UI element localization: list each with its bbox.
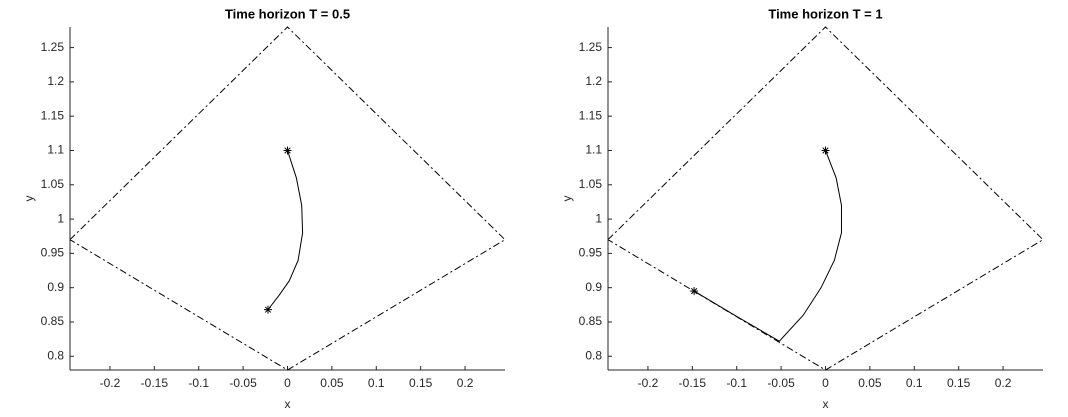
trajectory-line bbox=[693, 150, 842, 342]
y-tick-label: 1.1 bbox=[585, 143, 602, 157]
x-tick-label: -0.15 bbox=[679, 376, 707, 390]
axes: Time horizon T = 0.5 x y -0.2 -0.15 -0.1 -0.05… bbox=[22, 6, 506, 411]
boundary-line bbox=[607, 26, 1044, 371]
y-tick-label: 1.2 bbox=[585, 74, 602, 88]
x-tick-label: -0.05 bbox=[767, 376, 795, 390]
y-tick-label: 0.9 bbox=[585, 280, 602, 294]
marker-stroke bbox=[284, 147, 291, 154]
x-tick-label: 0.2 bbox=[995, 376, 1012, 390]
x-tick-label: -0.1 bbox=[188, 376, 209, 390]
marker-stroke bbox=[264, 306, 272, 313]
y-tick-label: 0.95 bbox=[579, 246, 603, 260]
x-axis-label: x bbox=[285, 397, 291, 411]
y-tick-label: 1.05 bbox=[579, 177, 603, 191]
y-tick-label: 0.95 bbox=[41, 246, 65, 260]
y-tick-label: 1 bbox=[57, 211, 64, 225]
y-tick-label: 1.05 bbox=[41, 177, 65, 191]
x-tick-label: -0.1 bbox=[726, 376, 747, 390]
trajectory-line bbox=[267, 150, 304, 310]
x-tick-label: 0 bbox=[284, 376, 291, 390]
x-tick-label: -0.2 bbox=[638, 376, 659, 390]
y-axis-label: y bbox=[560, 196, 574, 202]
y-tick-label: 1 bbox=[595, 211, 602, 225]
x-tick-label: 0 bbox=[822, 376, 829, 390]
x-tick-label: 0.1 bbox=[906, 376, 923, 390]
point-marker bbox=[263, 305, 272, 314]
y-tick-label: 0.8 bbox=[47, 348, 64, 362]
y-tick-label: 1.15 bbox=[41, 108, 65, 122]
point-marker bbox=[690, 287, 699, 296]
y-tick-label: 1.15 bbox=[579, 108, 603, 122]
point-marker bbox=[283, 146, 292, 155]
marker-stroke bbox=[690, 287, 698, 295]
boundary-line bbox=[69, 26, 506, 371]
x-tick-label: 0.15 bbox=[947, 376, 971, 390]
marker-stroke bbox=[822, 147, 829, 154]
x-tick-label: 0.2 bbox=[457, 376, 474, 390]
y-tick-label: 1.1 bbox=[47, 143, 64, 157]
chart-title: Time horizon T = 0.5 bbox=[225, 6, 350, 21]
chart-title: Time horizon T = 1 bbox=[768, 6, 882, 21]
y-tick-label: 1.25 bbox=[41, 40, 65, 54]
x-tick-label: -0.2 bbox=[100, 376, 121, 390]
x-tick-label: -0.15 bbox=[141, 376, 169, 390]
x-tick-label: 0.1 bbox=[368, 376, 385, 390]
x-tick-label: -0.05 bbox=[229, 376, 257, 390]
y-tick-label: 1.25 bbox=[579, 40, 603, 54]
point-marker bbox=[821, 146, 830, 155]
y-tick-label: 0.9 bbox=[47, 280, 64, 294]
y-tick-label: 1.2 bbox=[47, 74, 64, 88]
y-tick-label: 0.8 bbox=[585, 348, 602, 362]
x-tick-label: 0.05 bbox=[858, 376, 882, 390]
y-tick-label: 0.85 bbox=[41, 314, 65, 328]
axes: Time horizon T = 1 x y -0.2 -0.15 -0.1 -0.05 0 0… bbox=[560, 6, 1044, 411]
x-tick-label: 0.15 bbox=[409, 376, 433, 390]
x-axis-label: x bbox=[823, 397, 829, 411]
x-tick-label: 0.05 bbox=[320, 376, 344, 390]
y-axis-label: y bbox=[22, 196, 36, 202]
y-tick-label: 0.85 bbox=[579, 314, 603, 328]
